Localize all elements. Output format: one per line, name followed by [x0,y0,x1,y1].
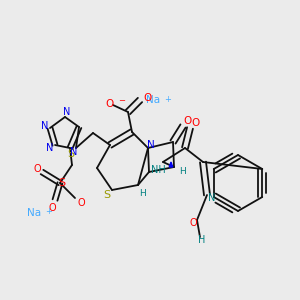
Text: −: − [118,97,125,106]
Text: H: H [140,188,146,197]
Text: N: N [46,143,54,153]
Text: N: N [70,147,78,157]
Text: S: S [68,149,75,159]
Polygon shape [169,162,173,167]
Text: O: O [77,198,85,208]
Text: +: + [46,208,52,217]
Text: Na: Na [27,208,41,218]
Text: Na: Na [146,95,160,105]
Text: NH: NH [151,165,165,175]
Text: O: O [33,164,41,174]
Text: +: + [165,94,171,103]
Text: S: S [58,178,66,188]
Text: H: H [198,235,206,245]
Text: O: O [191,118,199,128]
Text: O: O [106,99,114,109]
Text: N: N [63,107,71,117]
Text: S: S [103,190,111,200]
Text: O: O [184,116,192,126]
Text: N: N [147,140,155,150]
Text: O: O [48,203,56,213]
Text: O: O [143,93,151,103]
Text: O: O [189,218,197,228]
Text: N: N [208,193,216,203]
Text: H: H [178,167,185,176]
Text: N: N [41,121,49,131]
